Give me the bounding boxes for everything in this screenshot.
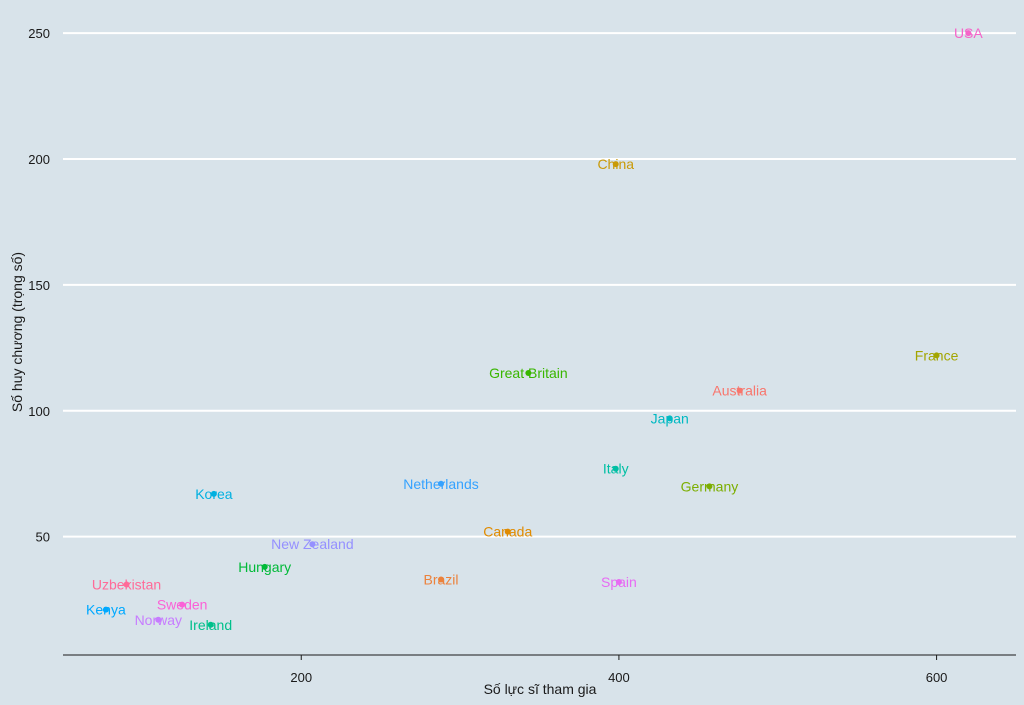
point-marker — [525, 370, 532, 377]
point-label: Korea — [195, 486, 233, 502]
point-marker — [309, 541, 316, 548]
data-point: Norway — [135, 612, 182, 628]
y-tick-label: 150 — [28, 278, 50, 293]
x-axis-ticks: 200 400 600 — [290, 655, 947, 685]
data-point: Brazil — [424, 571, 459, 587]
point-marker — [261, 563, 268, 570]
point-marker — [933, 352, 940, 359]
point-marker — [438, 576, 445, 583]
point-marker — [615, 578, 622, 585]
data-point: Netherlands — [403, 476, 479, 492]
y-axis-ticks: 50 100 150 200 250 — [28, 26, 50, 545]
data-points: USA China France Great Britain Australia Japa… — [86, 25, 983, 633]
point-label: New Zealand — [271, 536, 354, 552]
point-label: Canada — [483, 524, 532, 540]
data-point: Germany — [681, 478, 739, 494]
data-point: Ireland — [189, 617, 232, 633]
data-point: Canada — [483, 524, 532, 540]
y-tick-label: 250 — [28, 26, 50, 41]
gridlines — [63, 32, 1016, 538]
point-label: Hungary — [238, 559, 291, 575]
point-label: France — [915, 347, 959, 363]
point-marker — [612, 465, 619, 472]
point-label: USA — [954, 25, 983, 41]
point-marker — [612, 161, 619, 168]
point-marker — [504, 528, 511, 535]
y-tick-label: 200 — [28, 152, 50, 167]
x-tick-label: 200 — [290, 670, 312, 685]
point-marker — [965, 30, 972, 37]
data-point: Uzbekistan — [92, 577, 161, 593]
data-point: Kenya — [86, 602, 126, 618]
point-marker — [666, 415, 673, 422]
point-label: Norway — [135, 612, 182, 628]
point-marker — [179, 601, 186, 608]
point-label: Sweden — [157, 597, 208, 613]
point-label: Germany — [681, 478, 739, 494]
data-point: Great Britain — [489, 365, 568, 381]
x-axis-title: Số lực sĩ tham gia — [484, 681, 597, 697]
y-axis-title: Số huy chương (trọng số) — [9, 252, 25, 412]
point-label: China — [597, 156, 634, 172]
data-point: Hungary — [238, 559, 291, 575]
x-tick-label: 600 — [926, 670, 948, 685]
point-label: Spain — [601, 574, 637, 590]
point-marker — [123, 581, 130, 588]
point-label: Japan — [651, 410, 689, 426]
point-label: Ireland — [189, 617, 232, 633]
data-point: France — [915, 347, 959, 363]
point-label: Netherlands — [403, 476, 479, 492]
x-tick-label: 400 — [608, 670, 630, 685]
point-label: Brazil — [424, 571, 459, 587]
point-label: Great Britain — [489, 365, 568, 381]
data-point: Korea — [195, 486, 233, 502]
point-marker — [155, 616, 162, 623]
point-marker — [736, 387, 743, 394]
data-point: New Zealand — [271, 536, 354, 552]
data-point: Spain — [601, 574, 637, 590]
data-point: Sweden — [157, 597, 208, 613]
y-tick-label: 50 — [36, 530, 50, 545]
point-label: Italy — [603, 461, 629, 477]
data-point: Japan — [651, 410, 689, 426]
data-point: China — [597, 156, 634, 172]
data-point: USA — [954, 25, 983, 41]
y-tick-label: 100 — [28, 404, 50, 419]
point-label: Kenya — [86, 602, 126, 618]
point-marker — [210, 490, 217, 497]
point-marker — [102, 606, 109, 613]
point-marker — [438, 480, 445, 487]
point-marker — [207, 621, 214, 628]
point-label: Australia — [712, 383, 767, 399]
point-label: Uzbekistan — [92, 577, 161, 593]
data-point: Australia — [712, 383, 767, 399]
point-marker — [706, 483, 713, 490]
data-point: Italy — [603, 461, 629, 477]
